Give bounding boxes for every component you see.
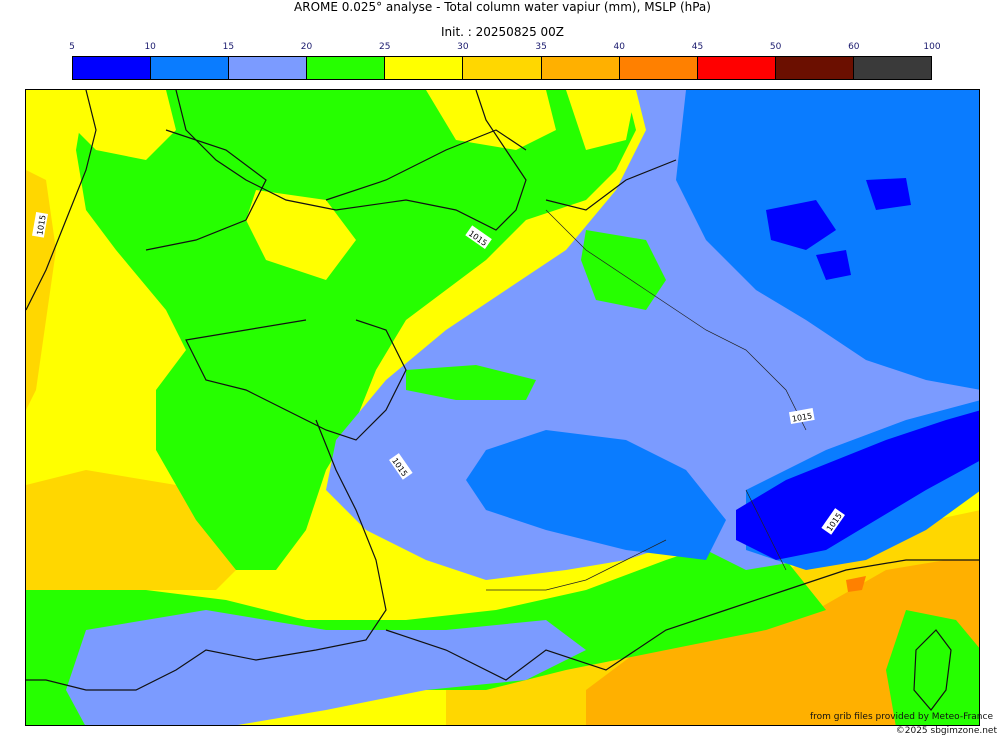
colorbar	[72, 56, 932, 80]
field-darkblue-3	[866, 178, 911, 210]
field-orange-med	[586, 560, 979, 725]
colorbar-tick: 30	[457, 42, 469, 52]
field-lightblue-spain	[66, 610, 586, 725]
map-title: AROME 0.025° analyse - Total column wate…	[294, 0, 711, 14]
colorbar-tick: 60	[848, 42, 860, 52]
field-yellow-pocket4	[566, 90, 636, 150]
colorbar-segment-7	[541, 57, 620, 79]
isobar-label-text: 1015	[35, 214, 47, 236]
uk-coast	[26, 90, 527, 311]
colorbar-segment-3	[229, 57, 308, 79]
field-green-corsica	[886, 610, 979, 725]
field-blue-central	[466, 430, 726, 560]
provider-credit: from grib files provided by Meteo-France	[809, 712, 993, 722]
colorbar-segment-2	[151, 57, 230, 79]
colorbar-tick: 25	[378, 42, 391, 52]
colorbar-tick: 45	[691, 42, 704, 52]
colorbar-tick: 20	[300, 42, 313, 52]
country-borders	[486, 209, 807, 591]
coastline	[26, 129, 979, 691]
colorbar-segment-6	[463, 57, 542, 79]
colorbar-segment-10	[775, 57, 854, 79]
colorbar-tick: 35	[535, 42, 547, 52]
isobar-label: 1015	[788, 408, 815, 425]
field-green-paris	[581, 230, 666, 310]
field-green-loire	[406, 365, 536, 400]
corsica-coast	[913, 629, 952, 711]
field-darkblue-alps	[736, 410, 979, 560]
init-time: Init. : 20250825 00Z	[440, 25, 565, 39]
colorbar-tick: 40	[613, 42, 625, 52]
colorbar-segment-11	[853, 57, 932, 79]
field-darkblue-1	[766, 200, 836, 250]
colorbar-segment-5	[385, 57, 464, 79]
field-blue-ne	[676, 90, 979, 390]
colorbar-tick: 15	[222, 42, 235, 52]
colorbar-tick: 100	[923, 42, 941, 52]
field-yellow-pocket1	[56, 90, 176, 160]
colorbar-tick: 50	[769, 42, 782, 52]
field-green-main	[76, 90, 636, 570]
isobar-label: 1015	[32, 211, 49, 238]
map-svg: 1015 1015 1015 1015 1015	[26, 90, 979, 725]
isobar-label-text: 1015	[791, 411, 813, 423]
field-yellow-pocket2	[426, 90, 556, 150]
colorbar-tick: 5	[69, 42, 75, 52]
colorbar-segment-9	[697, 57, 776, 79]
copyright-credit: ©2025 sbgimzone.net	[895, 726, 997, 736]
colorbar-segment-8	[619, 57, 698, 79]
colorbar-ticks: 5 10 15 20 25 30 35 40 45 50 60 100	[69, 42, 940, 54]
colorbar-segment-4	[307, 57, 386, 79]
colorbar-segment-1	[73, 57, 152, 79]
colorbar-tick: 10	[144, 42, 156, 52]
weather-map: 1015 1015 1015 1015 1015	[25, 89, 980, 726]
field-deeporange-spot	[846, 576, 866, 592]
field-yellow-pocket3	[246, 190, 356, 280]
field-darkblue-2	[816, 250, 851, 280]
